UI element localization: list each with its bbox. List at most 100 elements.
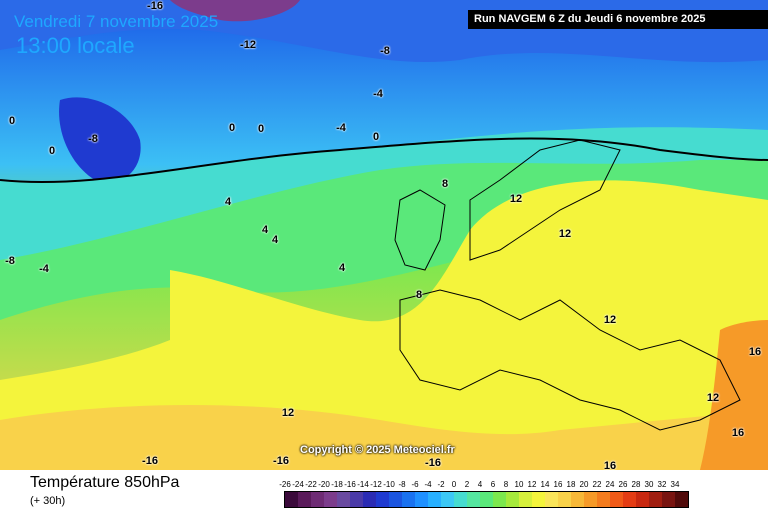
scale-tick-label: 14 [540, 480, 550, 489]
scale-tick-label: 18 [566, 480, 576, 489]
very-cold-core [170, 0, 300, 22]
color-swatch [454, 492, 467, 507]
british-isles-coast [394, 189, 446, 271]
color-swatch [389, 492, 402, 507]
color-swatch [467, 492, 480, 507]
isotherm-label: -4 [373, 88, 383, 100]
scale-tick-label: -26 [279, 480, 291, 489]
isotherm-label: 8 [415, 289, 423, 301]
isotherm-label: -16 [142, 455, 158, 467]
isotherm-label: 16 [748, 346, 762, 358]
isotherm-label: -12 [240, 39, 256, 51]
isotherm-label: 0 [228, 122, 236, 134]
south-europe-coast [399, 289, 741, 431]
isotherm-label: 0 [48, 145, 56, 157]
scale-tick-label: 16 [553, 480, 563, 489]
isotherm-label: 0 [372, 131, 380, 143]
scale-tick-label: -24 [292, 480, 304, 489]
color-swatch [636, 492, 649, 507]
scale-tick-label: 8 [503, 480, 509, 489]
model-run-label: Run NAVGEM 6 Z du Jeudi 6 novembre 2025 [468, 10, 768, 29]
zero-isotherm [0, 137, 768, 183]
legend-footer: Température 850hPa (+ 30h) -26 -24 -22 -20-… [0, 470, 768, 512]
isotherm-label: -8 [5, 255, 15, 267]
scale-tick-label: 6 [490, 480, 496, 489]
forecast-lead-time: (+ 30h) [30, 495, 66, 507]
scale-tick-label: 22 [592, 480, 602, 489]
color-swatch [428, 492, 441, 507]
isotherm-label: 12 [558, 228, 572, 240]
scale-tick-label: 34 [670, 480, 680, 489]
scale-tick-label: 26 [618, 480, 628, 489]
color-swatch [402, 492, 415, 507]
scale-tick-label: -22 [305, 480, 317, 489]
color-swatch [649, 492, 662, 507]
scale-tick-label: -2 [437, 480, 445, 489]
color-scale-swatches [284, 491, 689, 508]
warm-southeast [700, 320, 768, 470]
isotherm-label: 0 [8, 115, 16, 127]
color-swatch [532, 492, 545, 507]
scale-tick-label: -16 [344, 480, 356, 489]
scale-tick-label: -10 [383, 480, 395, 489]
color-swatch [519, 492, 532, 507]
isotherm-label: -8 [380, 45, 390, 57]
color-swatch [298, 492, 311, 507]
color-swatch [506, 492, 519, 507]
scale-tick-label: -18 [331, 480, 343, 489]
isotherm-label: 8 [441, 178, 449, 190]
color-swatch [441, 492, 454, 507]
isotherm-label: 12 [509, 193, 523, 205]
scale-tick-label: -14 [357, 480, 369, 489]
isotherm-label: 4 [224, 196, 232, 208]
forecast-time: 13:00 locale [16, 33, 135, 58]
scale-tick-label: 2 [464, 480, 470, 489]
isotherm-label: -4 [39, 263, 49, 275]
scale-tick-label: -6 [411, 480, 419, 489]
isotherm-label: 12 [281, 407, 295, 419]
scale-tick-label: -4 [424, 480, 432, 489]
color-swatch [545, 492, 558, 507]
color-swatch [571, 492, 584, 507]
color-swatch [623, 492, 636, 507]
temperature-field [0, 0, 768, 470]
color-swatch [662, 492, 675, 507]
color-swatch [597, 492, 610, 507]
scale-tick-label: 12 [527, 480, 537, 489]
isotherm-label: 4 [271, 234, 279, 246]
isotherm-label: 16 [603, 460, 617, 470]
isotherm-label: 4 [338, 262, 346, 274]
scale-tick-label: 4 [477, 480, 483, 489]
color-swatch [584, 492, 597, 507]
scale-tick-label: 0 [451, 480, 457, 489]
color-scale: -26 -24 -22 -20 -18 -16 -14 -12 -10 -8 -6 -4 -2 0 2 4 6 8… [279, 480, 752, 512]
isotherm-label: -8 [88, 133, 98, 145]
color-swatch [363, 492, 376, 507]
color-swatch [415, 492, 428, 507]
isotherm-label: -4 [336, 122, 346, 134]
isotherm-label: -16 [147, 0, 163, 12]
parameter-title: Température 850hPa [30, 474, 180, 491]
scale-tick-label: 24 [605, 480, 615, 489]
color-swatch [493, 492, 506, 507]
isotherm-label: 4 [261, 224, 269, 236]
isotherm-label: 16 [731, 427, 745, 439]
color-swatch [350, 492, 363, 507]
orange-band [0, 405, 768, 470]
isotherm-label: 12 [603, 314, 617, 326]
isotherm-label: -16 [425, 457, 441, 469]
color-swatch [376, 492, 389, 507]
color-swatch [610, 492, 623, 507]
scale-tick-label: -20 [318, 480, 330, 489]
scale-tick-label: -8 [398, 480, 406, 489]
weather-map: Vendredi 7 novembre 2025 13:00 locale Ru… [0, 0, 768, 470]
color-swatch [337, 492, 350, 507]
scale-tick-label: 32 [657, 480, 667, 489]
color-swatch [675, 492, 688, 507]
color-swatch [324, 492, 337, 507]
color-swatch [480, 492, 493, 507]
greenland-cold-core [59, 97, 141, 183]
north-europe-coast [469, 139, 621, 261]
scale-tick-label: 10 [514, 480, 524, 489]
color-swatch [558, 492, 571, 507]
